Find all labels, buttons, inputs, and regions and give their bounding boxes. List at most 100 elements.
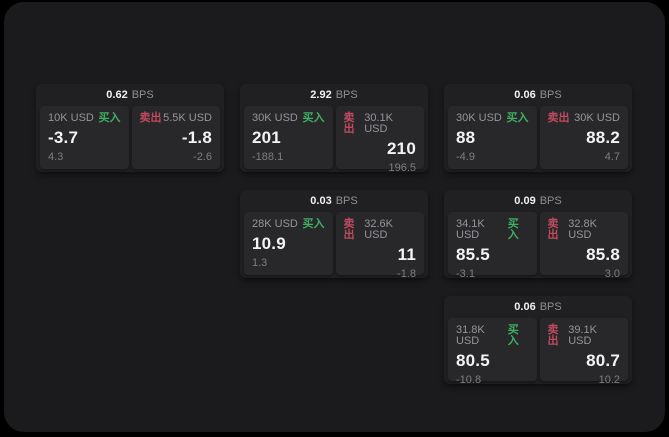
quote-panels: 10K USD 买入 -3.7 4.3 卖出 5.5K USD -1.8 -2.… — [36, 106, 224, 169]
sell-tag: 卖出 — [343, 218, 355, 241]
sell-panel-header: 卖出 5.5K USD — [140, 113, 213, 124]
buy-price: 85.5 — [456, 245, 490, 264]
sell-price: -1.8 — [181, 128, 212, 147]
sell-panel-header: 卖出 30.1K USD — [344, 113, 417, 135]
sell-tag: 卖出 — [547, 112, 570, 124]
sell-sub-value: 196.5 — [388, 162, 416, 174]
bps-value: 0.06 — [514, 88, 536, 101]
sell-panel[interactable]: 卖出 30.1K USD 210 196.5 — [335, 106, 424, 174]
card-header: 0.09 BPS — [444, 190, 632, 212]
buy-amount: 34.1K USD — [456, 218, 485, 241]
buy-panel-header: 10K USD 买入 — [48, 113, 121, 124]
buy-amount: 10K USD — [48, 112, 94, 124]
card-header: 2.92 BPS — [240, 84, 428, 106]
buy-panel-header: 30K USD 买入 — [456, 113, 529, 124]
bps-value: 0.06 — [514, 300, 536, 313]
quote-card[interactable]: 0.06 BPS 31.8K USD 买入 80.5 -10.8 卖出 39.1… — [444, 296, 632, 386]
buy-panel[interactable]: 30K USD 买入 88 -4.9 — [448, 106, 537, 169]
card-header: 0.03 BPS — [240, 190, 428, 212]
sell-amount: 30.1K USD — [364, 112, 393, 135]
bps-value: 0.09 — [514, 194, 536, 207]
buy-price: 88 — [456, 128, 476, 147]
buy-sub-value: -10.8 — [456, 374, 482, 386]
buy-panel-header: 34.1K USD 买入 — [456, 219, 529, 241]
quote-panels: 28K USD 买入 10.9 1.3 卖出 32.6K USD 11 -1.8 — [240, 212, 428, 280]
buy-panel[interactable]: 10K USD 买入 -3.7 4.3 — [40, 106, 129, 169]
buy-sub-value: -3.1 — [456, 268, 475, 280]
sell-panel-header: 卖出 32.6K USD — [344, 219, 417, 241]
bps-value: 2.92 — [310, 88, 332, 101]
sell-panel[interactable]: 卖出 32.8K USD 85.8 3.0 — [539, 212, 628, 280]
buy-tag: 买入 — [506, 112, 529, 124]
buy-amount: 30K USD — [252, 112, 298, 124]
sell-price: 80.7 — [586, 351, 620, 370]
sell-price: 88.2 — [586, 128, 620, 147]
bps-unit-label: BPS — [539, 88, 562, 101]
sell-panel[interactable]: 卖出 39.1K USD 80.7 10.2 — [539, 318, 628, 386]
buy-panel-header: 30K USD 买入 — [252, 113, 325, 124]
card-header: 0.62 BPS — [36, 84, 224, 106]
sell-amount: 30K USD — [574, 112, 620, 124]
buy-price: 80.5 — [456, 351, 490, 370]
bps-unit-label: BPS — [335, 88, 358, 101]
buy-tag: 买入 — [98, 112, 121, 124]
sell-tag: 卖出 — [139, 112, 162, 124]
sell-sub-value: -1.8 — [397, 268, 416, 280]
sell-amount: 39.1K USD — [568, 324, 597, 347]
buy-sub-value: 1.3 — [252, 257, 268, 269]
main-panel: 0.62 BPS 10K USD 买入 -3.7 4.3 卖出 5.5K USD… — [4, 2, 665, 432]
buy-sub-value: -188.1 — [252, 151, 284, 163]
buy-panel[interactable]: 30K USD 买入 201 -188.1 — [244, 106, 333, 169]
quote-panels: 30K USD 买入 88 -4.9 卖出 30K USD 88.2 4.7 — [444, 106, 632, 169]
sell-amount: 5.5K USD — [163, 112, 212, 124]
buy-panel-header: 31.8K USD 买入 — [456, 325, 529, 347]
sell-price: 85.8 — [586, 245, 620, 264]
buy-panel[interactable]: 34.1K USD 买入 85.5 -3.1 — [448, 212, 537, 280]
sell-sub-value: 4.7 — [604, 151, 620, 163]
sell-panel[interactable]: 卖出 30K USD 88.2 4.7 — [539, 106, 628, 169]
buy-amount: 30K USD — [456, 112, 502, 124]
sell-sub-value: 3.0 — [604, 268, 620, 280]
sell-panel-header: 卖出 32.8K USD — [548, 219, 621, 241]
card-header: 0.06 BPS — [444, 84, 632, 106]
buy-tag: 买入 — [302, 218, 325, 230]
buy-tag: 买入 — [507, 218, 519, 241]
buy-tag: 买入 — [507, 324, 519, 347]
buy-panel[interactable]: 31.8K USD 买入 80.5 -10.8 — [448, 318, 537, 386]
quote-card[interactable]: 2.92 BPS 30K USD 买入 201 -188.1 卖出 30.1K … — [240, 84, 428, 174]
sell-panel[interactable]: 卖出 5.5K USD -1.8 -2.6 — [131, 106, 220, 169]
bps-unit-label: BPS — [539, 194, 562, 207]
sell-panel-header: 卖出 30K USD — [548, 113, 621, 124]
sell-panel-header: 卖出 39.1K USD — [548, 325, 621, 347]
quote-panels: 31.8K USD 买入 80.5 -10.8 卖出 39.1K USD 80.… — [444, 318, 632, 386]
buy-panel-header: 28K USD 买入 — [252, 219, 325, 230]
sell-amount: 32.6K USD — [364, 218, 393, 241]
sell-tag: 卖出 — [343, 112, 355, 135]
bps-unit-label: BPS — [131, 88, 154, 101]
sell-price: 210 — [387, 139, 416, 158]
bps-value: 0.03 — [310, 194, 332, 207]
sell-sub-value: 10.2 — [598, 374, 620, 386]
buy-price: -3.7 — [48, 128, 79, 147]
sell-amount: 32.8K USD — [568, 218, 597, 241]
buy-price: 10.9 — [252, 234, 286, 253]
sell-sub-value: -2.6 — [193, 151, 212, 163]
quote-card[interactable]: 0.03 BPS 28K USD 买入 10.9 1.3 卖出 32.6K US… — [240, 190, 428, 280]
buy-tag: 买入 — [302, 112, 325, 124]
sell-panel[interactable]: 卖出 32.6K USD 11 -1.8 — [335, 212, 424, 280]
sell-tag: 卖出 — [547, 218, 559, 241]
quote-card[interactable]: 0.62 BPS 10K USD 买入 -3.7 4.3 卖出 5.5K USD… — [36, 84, 224, 172]
quote-card[interactable]: 0.06 BPS 30K USD 买入 88 -4.9 卖出 30K USD 8… — [444, 84, 632, 172]
quote-panels: 34.1K USD 买入 85.5 -3.1 卖出 32.8K USD 85.8… — [444, 212, 632, 280]
bps-unit-label: BPS — [335, 194, 358, 207]
sell-tag: 卖出 — [547, 324, 559, 347]
buy-amount: 31.8K USD — [456, 324, 485, 347]
quote-card[interactable]: 0.09 BPS 34.1K USD 买入 85.5 -3.1 卖出 32.8K… — [444, 190, 632, 280]
buy-amount: 28K USD — [252, 218, 298, 230]
bps-value: 0.62 — [106, 88, 128, 101]
buy-panel[interactable]: 28K USD 买入 10.9 1.3 — [244, 212, 333, 275]
buy-sub-value: 4.3 — [48, 151, 64, 163]
bps-unit-label: BPS — [539, 300, 562, 313]
buy-price: 201 — [252, 128, 281, 147]
quote-panels: 30K USD 买入 201 -188.1 卖出 30.1K USD 210 1… — [240, 106, 428, 174]
